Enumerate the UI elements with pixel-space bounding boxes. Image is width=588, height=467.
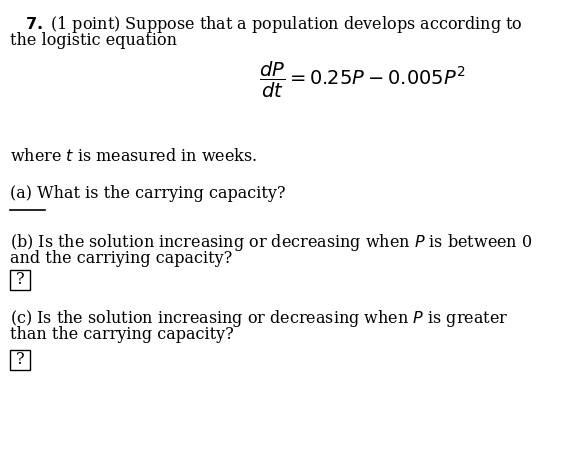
Text: (c) Is the solution increasing or decreasing when $P$ is greater: (c) Is the solution increasing or decrea…	[10, 308, 509, 329]
Text: $\dfrac{dP}{dt} = 0.25P - 0.005P^2$: $\dfrac{dP}{dt} = 0.25P - 0.005P^2$	[259, 60, 465, 100]
Text: ?: ?	[16, 271, 24, 289]
Text: ?: ?	[16, 352, 24, 368]
Bar	[10, 350, 30, 370]
Text: and the carriying capacity?: and the carriying capacity?	[10, 250, 232, 267]
Text: (a) What is the carrying capacity?: (a) What is the carrying capacity?	[10, 185, 286, 202]
Text: the logistic equation: the logistic equation	[10, 32, 177, 49]
Text: (b) Is the solution increasing or decreasing when $P$ is between 0: (b) Is the solution increasing or decrea…	[10, 232, 533, 253]
Text: than the carrying capacity?: than the carrying capacity?	[10, 326, 234, 343]
Bar	[10, 270, 30, 290]
Text: where $t$ is measured in weeks.: where $t$ is measured in weeks.	[10, 148, 258, 165]
Text: $\mathbf{7.}$ (1 point) Suppose that a population develops according to: $\mathbf{7.}$ (1 point) Suppose that a p…	[25, 14, 522, 35]
